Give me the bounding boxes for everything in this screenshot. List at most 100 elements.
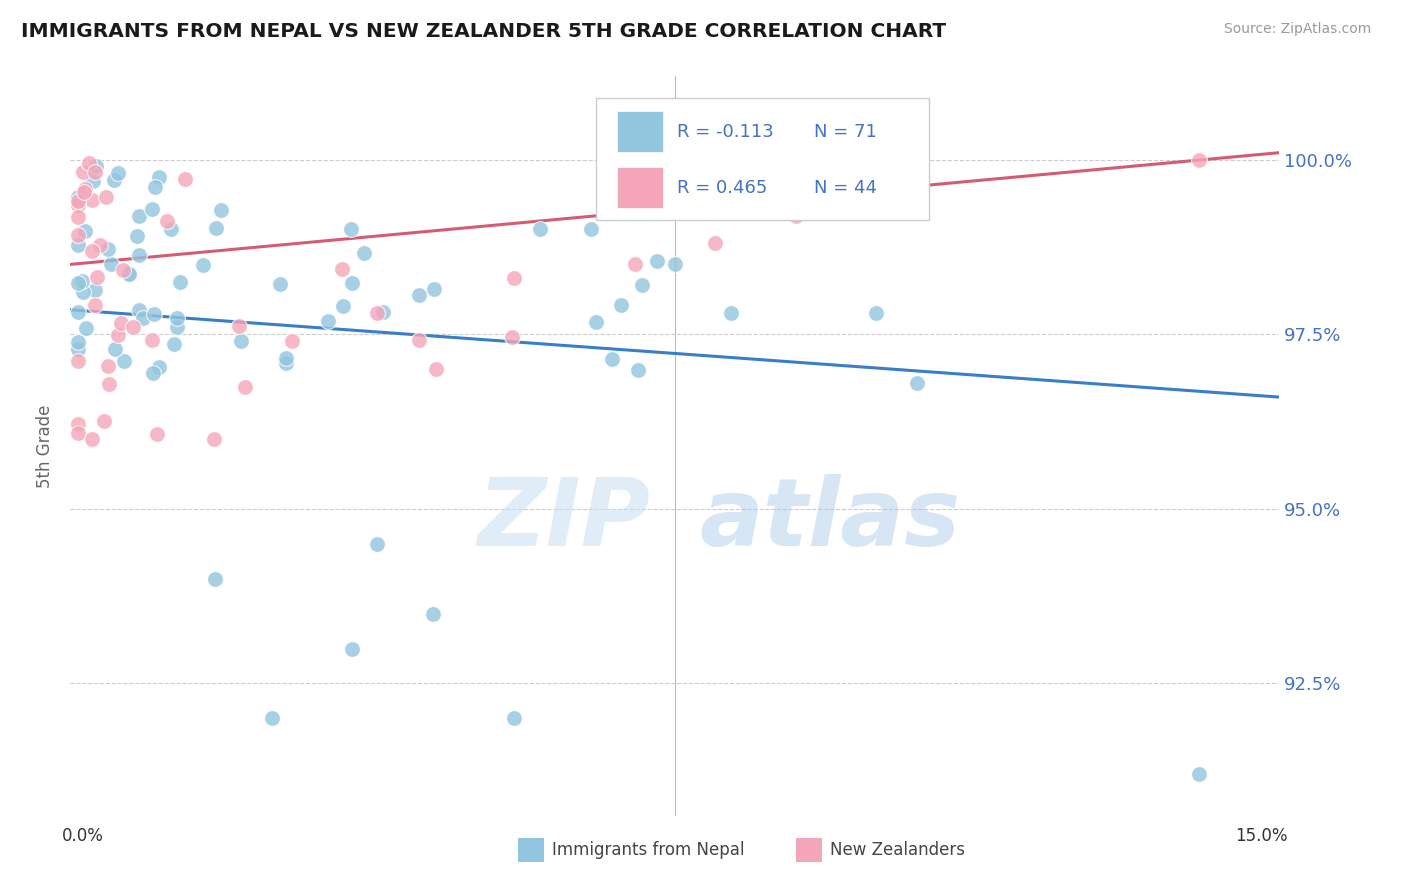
- Point: [1188, 767, 1211, 781]
- Bar: [617, 167, 662, 208]
- Point: [423, 282, 446, 296]
- Point: [316, 314, 339, 328]
- Point: [166, 310, 188, 325]
- Point: [231, 334, 253, 348]
- Point: [631, 278, 654, 293]
- Text: atlas: atlas: [699, 474, 960, 566]
- Point: [502, 711, 524, 725]
- Point: [163, 337, 186, 351]
- Point: [67, 342, 90, 356]
- Text: Source: ZipAtlas.com: Source: ZipAtlas.com: [1223, 22, 1371, 37]
- Point: [67, 305, 90, 319]
- Point: [67, 238, 90, 252]
- Point: [84, 159, 107, 173]
- Point: [623, 257, 645, 271]
- Point: [103, 173, 125, 187]
- Point: [579, 222, 602, 236]
- Bar: [617, 112, 662, 152]
- Point: [191, 258, 214, 272]
- Point: [281, 334, 304, 349]
- Point: [269, 277, 291, 292]
- Point: [502, 271, 524, 285]
- Point: [332, 299, 354, 313]
- Point: [125, 229, 148, 244]
- FancyBboxPatch shape: [596, 98, 929, 220]
- Point: [118, 267, 141, 281]
- Point: [143, 307, 166, 321]
- Point: [704, 236, 727, 251]
- Point: [501, 330, 523, 344]
- Text: 15.0%: 15.0%: [1234, 827, 1288, 845]
- Point: [156, 214, 179, 228]
- Point: [260, 711, 283, 725]
- Point: [128, 303, 150, 318]
- Point: [97, 242, 120, 256]
- Point: [332, 262, 354, 277]
- Point: [905, 376, 928, 391]
- Point: [112, 263, 135, 277]
- Point: [67, 210, 90, 224]
- Point: [67, 197, 90, 211]
- Point: [204, 220, 226, 235]
- Text: R = 0.465: R = 0.465: [678, 178, 768, 196]
- Point: [67, 189, 90, 203]
- Point: [73, 224, 96, 238]
- Point: [233, 380, 256, 394]
- Point: [228, 318, 250, 333]
- Point: [366, 537, 388, 551]
- Point: [664, 257, 686, 271]
- Point: [118, 267, 141, 281]
- Text: N = 71: N = 71: [814, 123, 877, 141]
- Point: [107, 166, 129, 180]
- Point: [89, 238, 111, 252]
- Point: [204, 572, 226, 586]
- Point: [353, 246, 375, 260]
- Point: [408, 288, 430, 302]
- Point: [75, 182, 97, 196]
- Point: [373, 304, 395, 318]
- Point: [1188, 153, 1211, 167]
- Point: [100, 257, 122, 271]
- Point: [340, 222, 363, 236]
- Point: [143, 180, 166, 194]
- Point: [110, 316, 132, 330]
- Point: [73, 186, 96, 200]
- Point: [342, 641, 364, 656]
- Point: [408, 333, 430, 347]
- Point: [169, 275, 191, 289]
- Point: [67, 194, 90, 208]
- Point: [94, 189, 117, 203]
- Point: [80, 244, 103, 259]
- Point: [67, 354, 90, 368]
- Point: [173, 171, 195, 186]
- Point: [610, 298, 633, 312]
- Point: [720, 306, 742, 320]
- Point: [148, 170, 170, 185]
- Bar: [796, 838, 823, 862]
- Point: [342, 276, 364, 290]
- Point: [67, 276, 90, 290]
- Text: ZIP: ZIP: [478, 474, 651, 566]
- Point: [274, 351, 297, 366]
- Point: [75, 320, 97, 334]
- Point: [86, 270, 108, 285]
- Point: [83, 283, 105, 297]
- Point: [97, 376, 120, 391]
- Point: [80, 432, 103, 446]
- Point: [128, 248, 150, 262]
- Point: [83, 165, 105, 179]
- Text: N = 44: N = 44: [814, 178, 877, 196]
- Point: [104, 342, 127, 356]
- Point: [72, 285, 94, 299]
- Point: [67, 425, 90, 440]
- Point: [209, 203, 232, 218]
- Point: [82, 174, 104, 188]
- Point: [145, 427, 167, 442]
- Point: [93, 414, 115, 428]
- Text: 0.0%: 0.0%: [62, 827, 104, 845]
- Point: [107, 327, 129, 342]
- Point: [202, 432, 225, 446]
- Point: [627, 362, 650, 376]
- Bar: [517, 838, 544, 862]
- Text: R = -0.113: R = -0.113: [678, 123, 775, 141]
